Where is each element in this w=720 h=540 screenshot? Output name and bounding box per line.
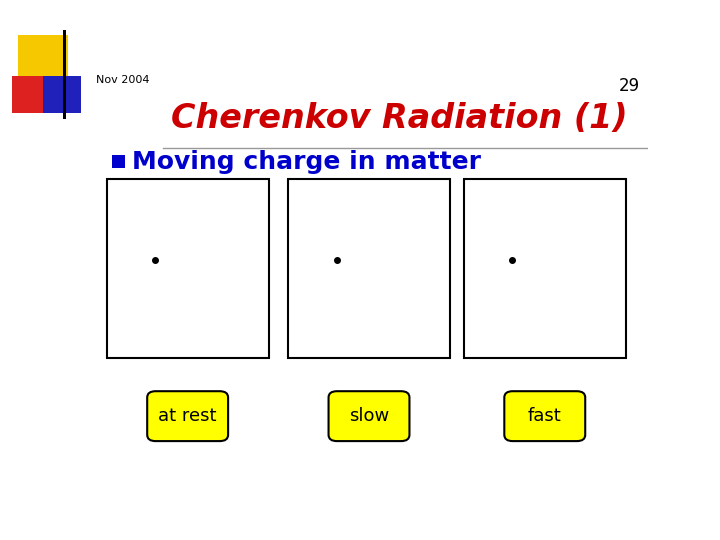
- FancyBboxPatch shape: [504, 391, 585, 441]
- Text: fast: fast: [528, 407, 562, 425]
- Text: Nov 2004: Nov 2004: [96, 75, 149, 85]
- Bar: [112, 156, 125, 168]
- Bar: [107, 179, 269, 358]
- FancyBboxPatch shape: [147, 391, 228, 441]
- FancyBboxPatch shape: [328, 391, 410, 441]
- Bar: [288, 179, 450, 358]
- Text: 29: 29: [618, 77, 639, 95]
- Bar: [464, 179, 626, 358]
- Text: Moving charge in matter: Moving charge in matter: [132, 150, 481, 174]
- Text: Cherenkov Radiation (1): Cherenkov Radiation (1): [171, 103, 628, 136]
- Text: at rest: at rest: [158, 407, 217, 425]
- Text: slow: slow: [349, 407, 389, 425]
